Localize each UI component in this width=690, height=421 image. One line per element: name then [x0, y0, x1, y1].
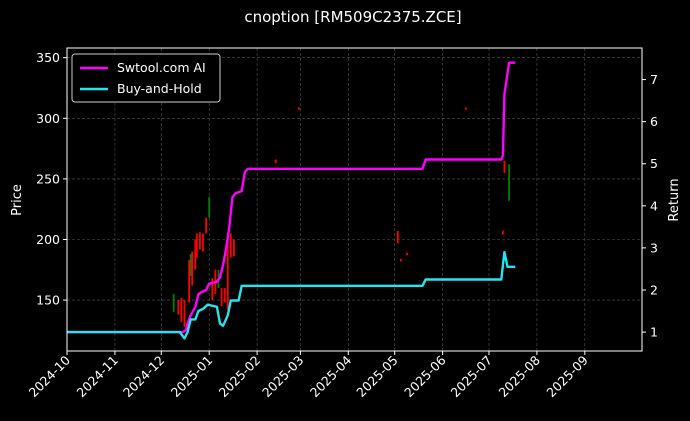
candle: [202, 233, 204, 252]
y-axis-right: 1 2 3 4 5 6 7: [642, 72, 658, 340]
y2-tick-label: 1: [650, 325, 658, 340]
y-axis-label: Price: [10, 184, 25, 216]
candle: [208, 197, 211, 218]
series-line-1: [67, 250, 516, 340]
candle: [211, 278, 214, 301]
candle: [195, 233, 198, 258]
x-tick-label: 2025-07: [448, 353, 496, 401]
x-tick-label: 2025-06: [401, 352, 449, 400]
y-tick-label: 250: [36, 171, 60, 186]
legend-label-0: Swtool.com AI: [117, 60, 206, 75]
candle: [183, 300, 186, 327]
y-tick-label: 150: [36, 293, 60, 308]
candle: [223, 287, 226, 303]
x-tick-label: 2025-09: [543, 352, 591, 400]
candle: [220, 287, 223, 307]
x-tick-label: 2025-01: [168, 353, 216, 401]
candle: [396, 231, 399, 244]
y-axis-left: 150 200 250 300 350: [36, 50, 67, 308]
candles: [172, 107, 510, 327]
y2-tick-label: 7: [650, 72, 658, 87]
candle: [199, 232, 201, 250]
candle: [172, 294, 175, 313]
candle: [189, 254, 192, 276]
x-tick-label: 2025-02: [216, 353, 264, 401]
x-tick-label: 2025-05: [353, 353, 401, 401]
series-lines: [67, 61, 516, 340]
candle: [229, 233, 232, 258]
y2-axis-label: Return: [667, 178, 682, 221]
series-line-0: [67, 61, 516, 334]
candle: [233, 239, 235, 257]
candle: [180, 297, 183, 322]
x-tick-label: 2024-12: [120, 353, 168, 401]
candle: [191, 251, 194, 286]
legend: Swtool.com AI Buy-and-Hold: [71, 53, 221, 103]
y2-tick-label: 6: [650, 114, 658, 129]
y2-tick-label: 3: [650, 240, 658, 255]
y-tick-label: 300: [36, 111, 60, 126]
candle: [188, 260, 191, 303]
y-tick-label: 200: [36, 232, 60, 247]
x-tick-label: 2024-11: [73, 353, 121, 401]
candle: [274, 159, 277, 164]
candle: [501, 231, 504, 235]
candle: [399, 258, 402, 262]
chart-title: cnoption [RM509C2375.ZCE]: [244, 8, 461, 26]
y2-tick-label: 4: [650, 198, 658, 213]
candle: [508, 164, 510, 201]
candle: [406, 252, 408, 256]
candle: [503, 160, 506, 173]
x-tick-label: 2024-10: [26, 352, 74, 400]
x-tick-label: 2025-04: [307, 352, 355, 400]
candle: [205, 217, 208, 234]
y2-tick-label: 2: [650, 282, 658, 297]
y2-tick-label: 5: [650, 156, 658, 171]
plot-frame: [66, 47, 643, 352]
legend-label-1: Buy-and-Hold: [117, 81, 202, 96]
candle: [297, 107, 300, 110]
x-tick-label: 2025-03: [259, 353, 307, 401]
candle: [464, 107, 467, 110]
candle: [194, 239, 197, 270]
candle: [226, 239, 229, 310]
legend-box: [71, 53, 221, 103]
y-tick-label: 350: [36, 50, 60, 65]
candle: [177, 300, 180, 315]
x-tick-label: 2025-08: [495, 352, 543, 400]
